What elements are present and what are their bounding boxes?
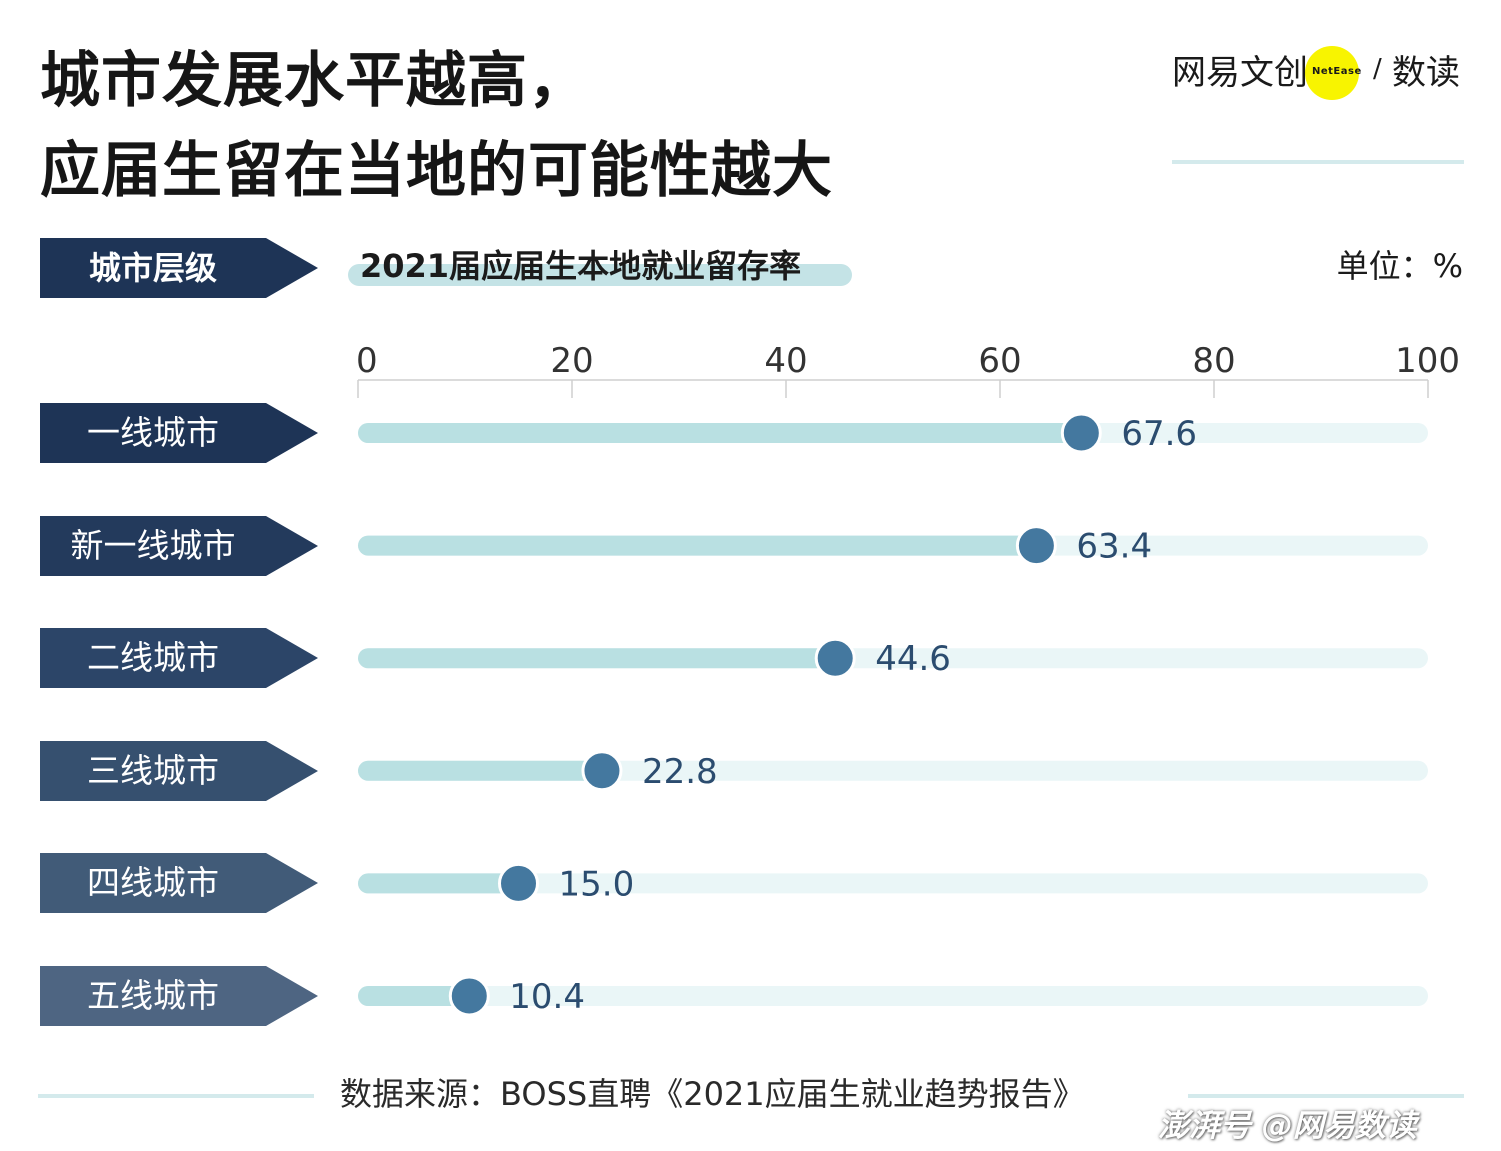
tag-arrow-polygon [40,628,318,689]
brand-divider [1172,160,1464,164]
netease-circle-icon [1305,46,1359,100]
value-dot [1060,412,1102,454]
tag-arrow-shape [40,403,318,463]
x-tick-label: 80 [1192,341,1235,381]
unit-label: 单位：% [1336,247,1463,285]
tag-arrow-shape [40,628,318,689]
x-tick-label: 0 [356,341,378,381]
value-label: 63.4 [1076,527,1152,567]
footer-divider-left [38,1094,314,1098]
bar-fill [358,873,519,894]
category-label: 二线城市 [87,638,219,678]
value-label: 15.0 [559,864,635,904]
brand-wangyi-text: 网易文创 [1172,53,1308,93]
metric-label-highlight [348,264,852,286]
value-label: 22.8 [642,752,718,792]
category-tag: 一线城市 [40,403,318,463]
category-tag: 五线城市 [40,966,318,1026]
bar-track [358,986,1428,1006]
bar-track [358,873,1428,894]
brand-shudu-text: 数读 [1392,53,1460,93]
bar-fill [358,648,836,669]
x-tick-label: 20 [550,341,593,381]
bar-track [358,760,1428,781]
tag-arrow-shape [40,740,318,801]
value-label: 10.4 [509,977,585,1017]
bar-fill [358,986,470,1006]
title-line-2: 应届生留在当地的可能性越大 [40,136,833,206]
category-header-tag: 城市层级 [40,238,318,298]
tag-arrow-shape [40,853,318,914]
x-tick-label: 100 [1395,341,1460,381]
footer-divider-right [1188,1094,1464,1098]
data-source-note: 数据来源：BOSS直聘《2021应届生就业趋势报告》 [340,1075,1085,1113]
x-tick-label: 40 [764,341,807,381]
tag-arrow-shape [40,966,318,1026]
category-label: 四线城市 [87,863,219,903]
tag-arrow-polygon [40,515,318,576]
bar-fill [358,423,1082,443]
bar-fill [358,760,602,781]
x-tick-label: 60 [978,341,1021,381]
category-tag: 二线城市 [40,628,318,689]
category-label: 五线城市 [87,976,219,1015]
metric-label: 2021届应届生本地就业留存率 [360,247,802,285]
brand-netease-text: NetEase [1312,66,1362,77]
category-header-label: 城市层级 [88,249,217,287]
tag-arrow-polygon [40,966,318,1026]
category-tag: 新一线城市 [40,515,318,576]
brand-slash: / [1373,54,1382,84]
value-dot [498,862,539,904]
page-title: 城市发展水平越高， 应届生留在当地的可能性越大 [40,36,833,216]
value-dot [1015,525,1057,567]
value-dot [581,750,623,792]
category-label: 一线城市 [87,413,219,452]
value-dot [448,975,490,1017]
brand-logo: 网易文创 NetEase / 数读 [1170,42,1462,104]
category-tag: 三线城市 [40,740,318,801]
title-line-1: 城市发展水平越高， [40,46,589,116]
value-dot [814,637,856,679]
tag-arrow-polygon [40,853,318,914]
category-tag: 四线城市 [40,853,318,914]
tag-arrow-polygon [40,740,318,801]
tag-arrow-shape [40,515,318,576]
value-label: 67.6 [1121,414,1197,454]
category-label: 新一线城市 [70,525,236,565]
value-label: 44.6 [875,639,951,679]
watermark: 澎湃号 @网易数读 [1158,1108,1417,1144]
tag-arrow-polygon [40,403,318,463]
category-label: 三线城市 [87,750,219,790]
bar-fill [358,535,1037,556]
tag-arrow-shape [40,238,318,298]
